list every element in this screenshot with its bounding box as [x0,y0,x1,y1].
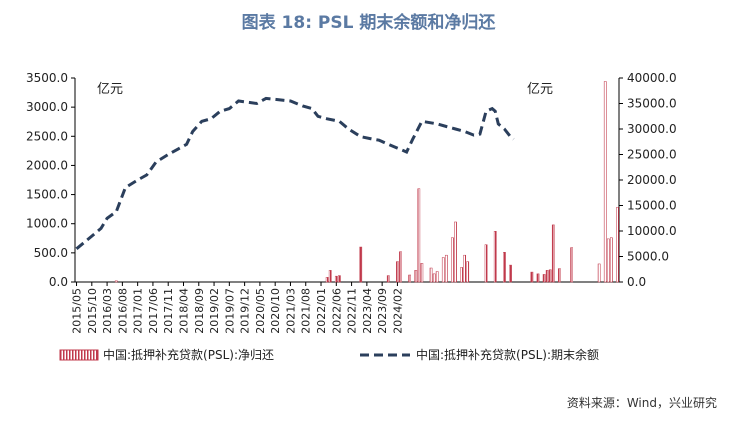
left-tick-label: 3000.0 [26,100,68,114]
source-note: 资料来源：Wind，兴业研究 [566,396,717,410]
right-tick-label: 35000.0 [627,97,677,111]
net-repayment-bar [399,251,402,283]
net-repayment-bar [603,81,607,283]
x-tick-label: 2023/09 [376,288,389,334]
net-repayment-bar [114,280,118,283]
right-tick-label: 40000.0 [627,71,677,85]
net-repayment-bar [325,277,329,283]
left-tick-label: 1500.0 [26,188,68,202]
net-repayment-bar [454,221,457,283]
net-repayment-bar [451,237,454,283]
right-tick-label: 10000.0 [627,224,677,238]
legend-label-balance: 中国:抵押补充贷款(PSL):期末余额 [416,347,599,362]
legend: 中国:抵押补充贷款(PSL):净归还 中国:抵押补充贷款(PSL):期末余额 [59,347,599,362]
right-tick-label: 5000.0 [627,250,669,264]
net-repayment-bar [484,244,488,283]
net-repayment-bar [536,273,540,283]
net-repayment-bar [338,275,341,283]
net-repayment-bar [545,270,549,283]
net-repayment-bar [328,270,332,283]
x-tick-label: 2017/06 [147,288,160,334]
net-repayment-bar [493,231,497,283]
legend-swatch-net-repayment [59,349,99,361]
net-repayment-bar [417,188,421,283]
right-tick-label: 20000.0 [627,173,677,187]
x-tick-label: 2017/11 [162,288,175,334]
x-tick-label: 2015/05 [71,288,84,334]
x-tick-label: 2022/01 [315,288,328,334]
net-repayment-bar [606,238,610,283]
x-tick-label: 2020/10 [269,288,282,334]
right-tick-label: 0.0 [627,275,646,289]
net-repayment-bar [441,257,445,283]
left-axis-unit: 亿元 [97,82,123,97]
net-repayment-bar [542,274,546,283]
right-axis-unit: 亿元 [527,82,553,97]
x-tick-label: 2020/05 [254,288,267,334]
x-tick-label: 2021/08 [300,288,313,334]
net-repayment-bar [530,271,534,283]
x-tick-label: 2016/03 [101,288,114,334]
right-tick-label: 30000.0 [627,122,677,136]
left-tick-label: 500.0 [34,246,68,260]
net-repayment-bar [435,271,439,283]
x-tick-label: 2023/04 [361,288,374,334]
legend-label-net-repayment: 中国:抵押补充贷款(PSL):净归还 [103,347,274,362]
x-tick-label: 2018/09 [193,288,206,334]
x-tick-label: 2022/06 [330,288,343,334]
x-tick-label: 2019/02 [208,288,221,334]
left-tick-label: 3500.0 [26,71,68,85]
net-repayment-bar [463,254,467,283]
right-tick-label: 25000.0 [627,148,677,162]
x-tick-label: 2016/08 [116,288,129,334]
left-tick-label: 0.0 [49,275,68,289]
net-repayment-bar [429,267,433,283]
left-tick-label: 1000.0 [26,217,68,231]
x-tick-label: 2024/02 [391,288,404,334]
net-repayment-bar [396,261,399,283]
x-tick-label: 2017/01 [132,288,145,334]
balance-line [75,96,515,250]
net-repayment-bar [414,270,418,283]
right-tick-label: 15000.0 [627,199,677,213]
net-repayment-bar [548,269,552,283]
net-repayment-bar [359,246,363,283]
net-repayment-bar [558,268,561,283]
x-tick-label: 2019/07 [223,288,236,334]
x-tick-label: 2018/04 [177,288,190,334]
net-repayment-bar [432,273,436,283]
x-tick-label: 2021/03 [284,288,297,334]
net-repayment-bar [597,263,601,283]
chart-title: 图表 18: PSL 期末余额和净归还 [241,13,496,33]
left-tick-label: 2500.0 [26,129,68,143]
net-repayment-bar [509,264,512,283]
net-repayment-bar [408,274,412,283]
net-repayment-bar [616,207,619,283]
net-repayment-bar [551,224,555,283]
net-repayment-bar [460,267,463,283]
net-repayment-bar [610,237,613,283]
left-tick-label: 2000.0 [26,158,68,172]
x-tick-label: 2022/11 [346,288,359,334]
net-repayment-bar [503,252,506,283]
net-repayment-bar [444,254,448,283]
x-tick-label: 2019/12 [239,288,252,334]
net-repayment-bar [466,261,470,283]
net-repayment-bar [420,263,424,283]
net-repayment-bar [386,275,390,283]
x-tick-label: 2015/10 [86,288,99,334]
net-repayment-bar [334,275,338,283]
net-repayment-bar [570,247,573,283]
